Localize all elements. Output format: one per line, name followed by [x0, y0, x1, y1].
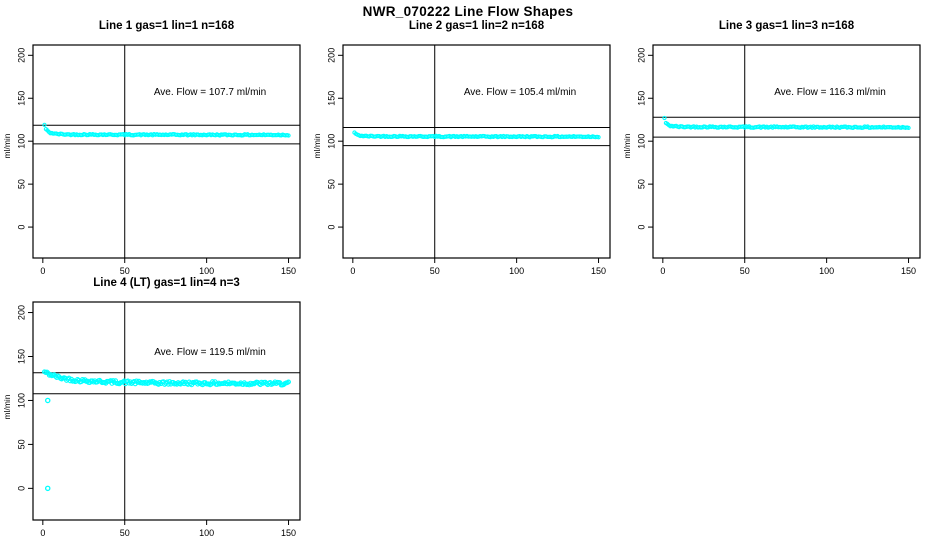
svg-text:100: 100	[326, 134, 336, 149]
svg-text:100: 100	[16, 393, 26, 408]
svg-text:150: 150	[636, 91, 646, 106]
svg-text:100: 100	[16, 134, 26, 149]
svg-text:200: 200	[636, 48, 646, 63]
panel-2-plot: 0 50 100 150 200 0 50 100 150	[326, 44, 611, 276]
svg-text:0: 0	[660, 266, 665, 276]
panel-2-ave-flow-annotation: Ave. Flow = 105.4 ml/min	[463, 87, 577, 98]
panel-1-ave-flow-annotation: Ave. Flow = 107.7 ml/min	[153, 87, 267, 98]
panel-3-ave-flow-annotation: Ave. Flow = 116.3 ml/min	[774, 87, 886, 98]
svg-text:50: 50	[636, 179, 646, 189]
panel-3-plot: 0 50 100 150 200 0 50 100 150	[636, 44, 921, 276]
svg-text:50: 50	[16, 439, 26, 449]
svg-text:0: 0	[16, 486, 26, 491]
svg-text:0: 0	[16, 225, 26, 230]
panel-4-ave-flow-annotation: Ave. Flow = 119.5 ml/min	[154, 347, 266, 358]
svg-text:200: 200	[326, 48, 336, 63]
panel-line-4: Line 4 (LT) gas=1 lin=4 n=3 Ave. Flow = …	[0, 277, 312, 540]
svg-text:100: 100	[819, 266, 834, 276]
panel-line-2: Line 2 gas=1 lin=2 n=168 Ave. Flow = 105…	[310, 20, 622, 288]
panel-3-title: Line 3 gas=1 lin=3 n=168	[718, 20, 855, 32]
svg-text:50: 50	[740, 266, 750, 276]
svg-text:100: 100	[199, 528, 214, 538]
page-title: NWR_070222 Line Flow Shapes	[362, 4, 574, 19]
svg-text:150: 150	[591, 266, 606, 276]
panel-2-title: Line 2 gas=1 lin=2 n=168	[408, 20, 545, 32]
svg-text:150: 150	[16, 91, 26, 106]
svg-text:0: 0	[350, 266, 355, 276]
svg-text:200: 200	[16, 48, 26, 63]
svg-text:50: 50	[16, 179, 26, 189]
svg-text:50: 50	[120, 528, 130, 538]
panel-line-1: Line 1 gas=1 lin=1 n=168 Ave. Flow = 107…	[0, 20, 312, 288]
svg-text:100: 100	[509, 266, 524, 276]
svg-text:0: 0	[326, 225, 336, 230]
svg-text:150: 150	[281, 528, 296, 538]
svg-text:50: 50	[326, 179, 336, 189]
panel-4-title: Line 4 (LT) gas=1 lin=4 n=3	[93, 277, 240, 289]
svg-text:100: 100	[636, 134, 646, 149]
svg-text:150: 150	[326, 91, 336, 106]
svg-text:150: 150	[16, 349, 26, 364]
panel-4-plot: 0 50 100 150 200 0 50 100 150	[16, 301, 301, 538]
svg-text:0: 0	[40, 266, 45, 276]
svg-text:50: 50	[120, 266, 130, 276]
svg-text:150: 150	[281, 266, 296, 276]
svg-text:50: 50	[430, 266, 440, 276]
panel-1-title: Line 1 gas=1 lin=1 n=168	[98, 20, 235, 32]
svg-text:0: 0	[40, 528, 45, 538]
panel-1-plot: 0 50 100 150 200 0 50 100 150	[16, 44, 301, 276]
svg-text:200: 200	[16, 305, 26, 320]
svg-text:100: 100	[199, 266, 214, 276]
panel-line-3: Line 3 gas=1 lin=3 n=168 Ave. Flow = 116…	[620, 20, 932, 288]
svg-text:0: 0	[636, 225, 646, 230]
svg-text:150: 150	[901, 266, 916, 276]
